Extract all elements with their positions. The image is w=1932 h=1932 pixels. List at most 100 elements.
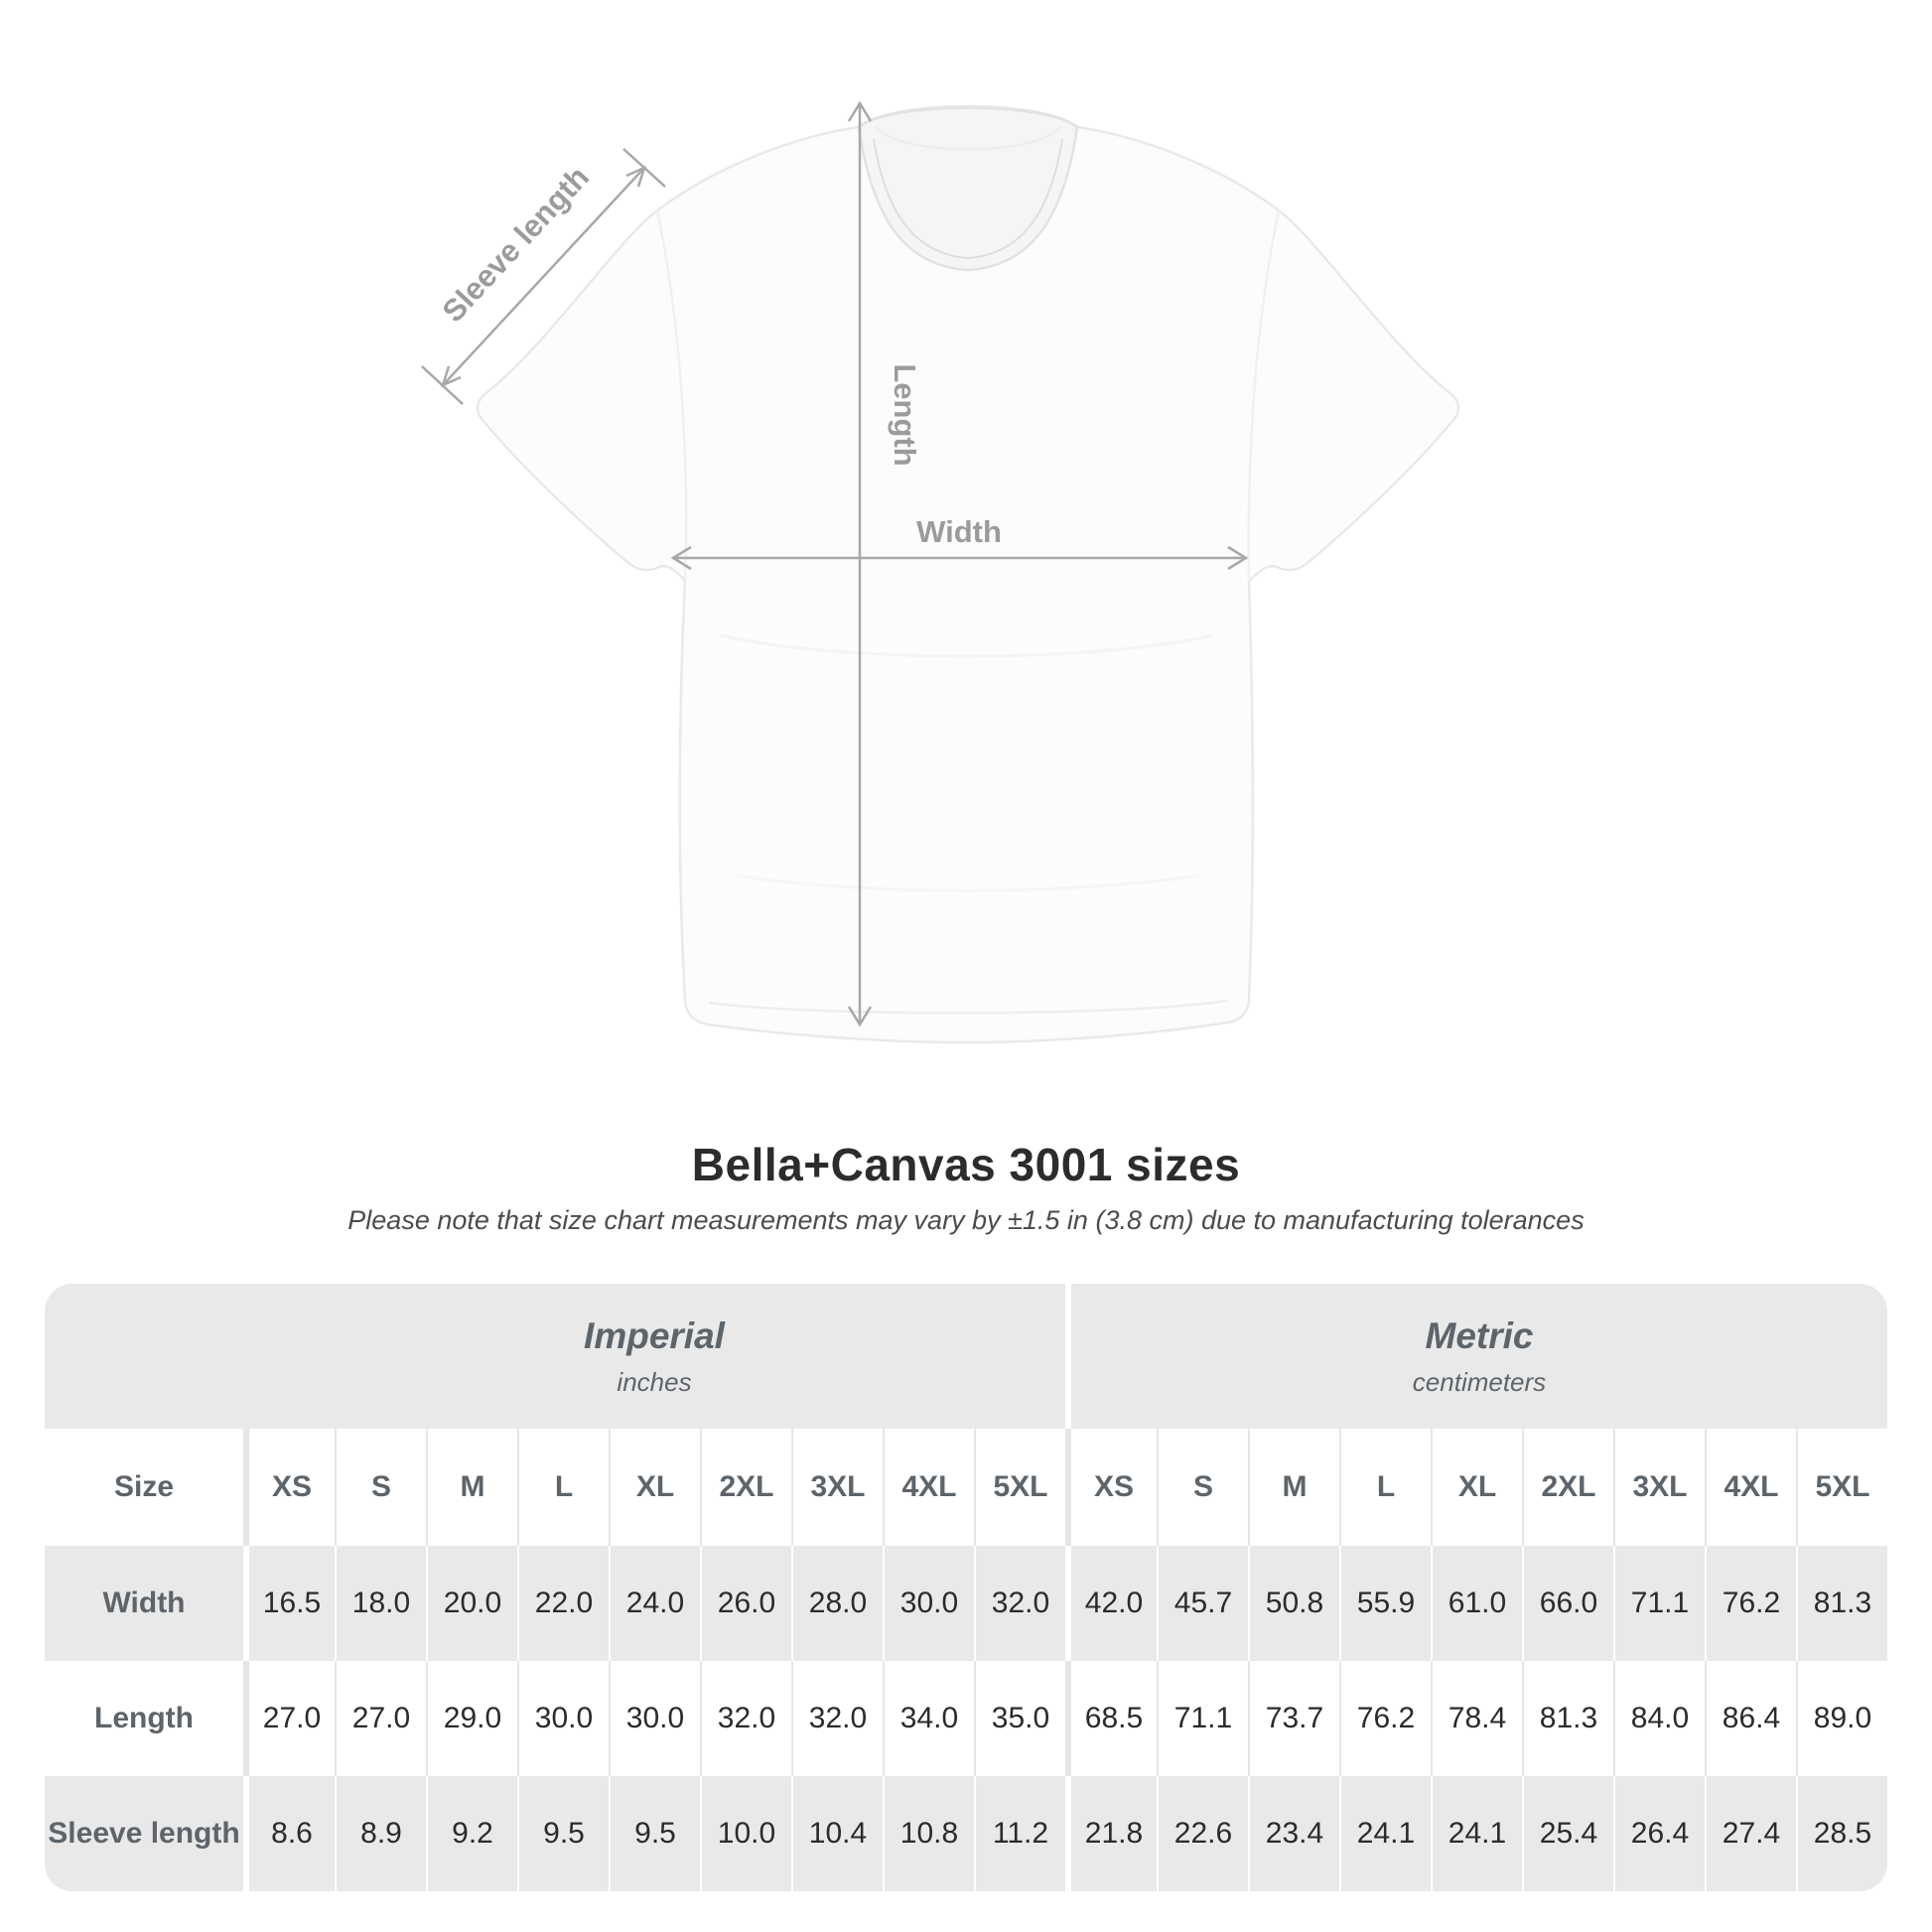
row-label: Width: [102, 1587, 186, 1619]
unit-header-band: Imperial inches Metric centimeters: [45, 1284, 1887, 1429]
collar: [857, 106, 1079, 272]
size-header-imperial-4xl: 4XL: [901, 1470, 957, 1503]
size-header-metric-3xl: 3XL: [1632, 1470, 1688, 1503]
size-header-imperial-s: S: [370, 1470, 391, 1503]
tshirt-measurement-diagram: Sleeve length Length Width: [421, 100, 1460, 1044]
imperial-title: Imperial: [584, 1314, 725, 1356]
length-imperial-5xl: 35.0: [991, 1702, 1050, 1734]
length-imperial-l: 30.0: [534, 1702, 594, 1734]
size-header-metric-5xl: 5XL: [1815, 1470, 1870, 1503]
sleeve-imperial-l: 9.5: [543, 1817, 585, 1850]
size-header-metric-4xl: 4XL: [1724, 1470, 1779, 1503]
size-table: Imperial inches Metric centimeters Size …: [45, 1284, 1887, 1891]
table-row-length: Length 27.0 27.0 29.0 30.0 30.0 32.0 32.…: [45, 1661, 1887, 1776]
width-imperial-xs: 16.5: [262, 1587, 322, 1619]
size-header-metric-s: S: [1192, 1470, 1213, 1503]
sleeve-imperial-xl: 9.5: [634, 1817, 676, 1850]
sleeve-imperial-s: 8.9: [360, 1817, 402, 1850]
width-metric-s: 45.7: [1173, 1587, 1233, 1619]
size-column-label: Size: [113, 1470, 175, 1503]
width-imperial-5xl: 32.0: [991, 1587, 1050, 1619]
width-imperial-l: 22.0: [534, 1587, 594, 1619]
sleeve-metric-s: 22.6: [1173, 1817, 1233, 1850]
row-label: Length: [94, 1702, 194, 1734]
size-header-metric-l: L: [1376, 1470, 1396, 1503]
sleeve-length-end-tick: [421, 365, 464, 405]
size-header-imperial-2xl: 2XL: [719, 1470, 774, 1503]
sleeve-metric-xs: 21.8: [1084, 1817, 1144, 1850]
length-metric-s: 71.1: [1173, 1702, 1233, 1734]
width-metric-xs: 42.0: [1084, 1587, 1144, 1619]
page-title: Bella+Canvas 3001 sizes: [691, 1139, 1241, 1190]
width-imperial-xl: 24.0: [625, 1587, 685, 1619]
size-header-imperial-l: L: [554, 1470, 574, 1503]
metric-header: Metric centimeters: [1065, 1284, 1887, 1429]
sleeve-imperial-3xl: 10.4: [808, 1817, 868, 1850]
length-imperial-s: 27.0: [351, 1702, 411, 1734]
sleeve-length-arrow: [442, 167, 645, 386]
width-label: Width: [916, 514, 1002, 549]
table-row-sleeve-length: Sleeve length 8.6 8.9 9.2 9.5 9.5 10.0 1…: [45, 1776, 1887, 1891]
sleeve-imperial-m: 9.2: [452, 1817, 493, 1850]
width-metric-2xl: 66.0: [1539, 1587, 1598, 1619]
sleeve-metric-4xl: 27.4: [1722, 1817, 1781, 1850]
size-header-metric-xl: XL: [1457, 1470, 1497, 1503]
size-header-metric-xs: XS: [1093, 1470, 1135, 1503]
length-metric-xl: 78.4: [1448, 1702, 1507, 1734]
length-metric-m: 73.7: [1265, 1702, 1324, 1734]
imperial-unit: inches: [617, 1366, 692, 1397]
width-metric-m: 50.8: [1265, 1587, 1324, 1619]
length-imperial-m: 29.0: [443, 1702, 502, 1734]
sleeve-metric-5xl: 28.5: [1813, 1817, 1872, 1850]
row-label: Sleeve length: [48, 1817, 240, 1850]
width-metric-5xl: 81.3: [1813, 1587, 1872, 1619]
sleeve-length-end-tick: [622, 148, 666, 188]
length-annotation: [847, 100, 873, 1028]
length-imperial-xl: 30.0: [625, 1702, 685, 1734]
sleeve-metric-3xl: 26.4: [1630, 1817, 1690, 1850]
length-imperial-2xl: 32.0: [717, 1702, 776, 1734]
width-imperial-3xl: 28.0: [808, 1587, 868, 1619]
size-header-imperial-m: M: [460, 1470, 485, 1503]
imperial-header: Imperial inches: [243, 1284, 1065, 1429]
sleeve-metric-l: 24.1: [1356, 1817, 1416, 1850]
sleeve-metric-m: 23.4: [1265, 1817, 1324, 1850]
length-metric-2xl: 81.3: [1539, 1702, 1598, 1734]
width-metric-3xl: 71.1: [1630, 1587, 1690, 1619]
length-metric-l: 76.2: [1356, 1702, 1416, 1734]
sleeve-metric-2xl: 25.4: [1539, 1817, 1598, 1850]
width-metric-4xl: 76.2: [1722, 1587, 1781, 1619]
size-header-imperial-xs: XS: [271, 1470, 313, 1503]
table-row-width: Width 16.5 18.0 20.0 22.0 24.0 26.0 28.0…: [45, 1546, 1887, 1661]
width-annotation: [670, 545, 1249, 571]
sleeve-metric-xl: 24.1: [1448, 1817, 1507, 1850]
tshirt-illustration: [476, 104, 1460, 1044]
sleeve-length-annotation: [421, 148, 666, 405]
width-imperial-4xl: 30.0: [899, 1587, 959, 1619]
size-header-metric-m: M: [1282, 1470, 1308, 1503]
sleeve-imperial-4xl: 10.8: [899, 1817, 959, 1850]
unit-band-spacer: [45, 1284, 243, 1429]
length-metric-xs: 68.5: [1084, 1702, 1144, 1734]
size-header-imperial-5xl: 5XL: [993, 1470, 1048, 1503]
sleeve-imperial-xs: 8.6: [271, 1817, 313, 1850]
size-header-imperial-3xl: 3XL: [810, 1470, 866, 1503]
width-metric-l: 55.9: [1356, 1587, 1416, 1619]
size-header-metric-2xl: 2XL: [1541, 1470, 1596, 1503]
tolerance-note: Please note that size chart measurements…: [347, 1205, 1585, 1235]
length-metric-5xl: 89.0: [1813, 1702, 1872, 1734]
width-imperial-m: 20.0: [443, 1587, 502, 1619]
sleeve-imperial-2xl: 10.0: [717, 1817, 776, 1850]
width-metric-xl: 61.0: [1448, 1587, 1507, 1619]
length-imperial-3xl: 32.0: [808, 1702, 868, 1734]
size-header-row: Size XS S M L XL 2XL 3XL 4XL 5XL XS S M …: [45, 1429, 1887, 1546]
sleeve-imperial-5xl: 11.2: [992, 1817, 1049, 1850]
length-metric-4xl: 86.4: [1722, 1702, 1781, 1734]
length-imperial-4xl: 34.0: [899, 1702, 959, 1734]
length-metric-3xl: 84.0: [1630, 1702, 1690, 1734]
metric-unit: centimeters: [1412, 1366, 1547, 1397]
width-imperial-s: 18.0: [351, 1587, 411, 1619]
size-header-imperial-xl: XL: [635, 1470, 675, 1503]
length-label: Length: [888, 363, 922, 466]
length-imperial-xs: 27.0: [262, 1702, 322, 1734]
